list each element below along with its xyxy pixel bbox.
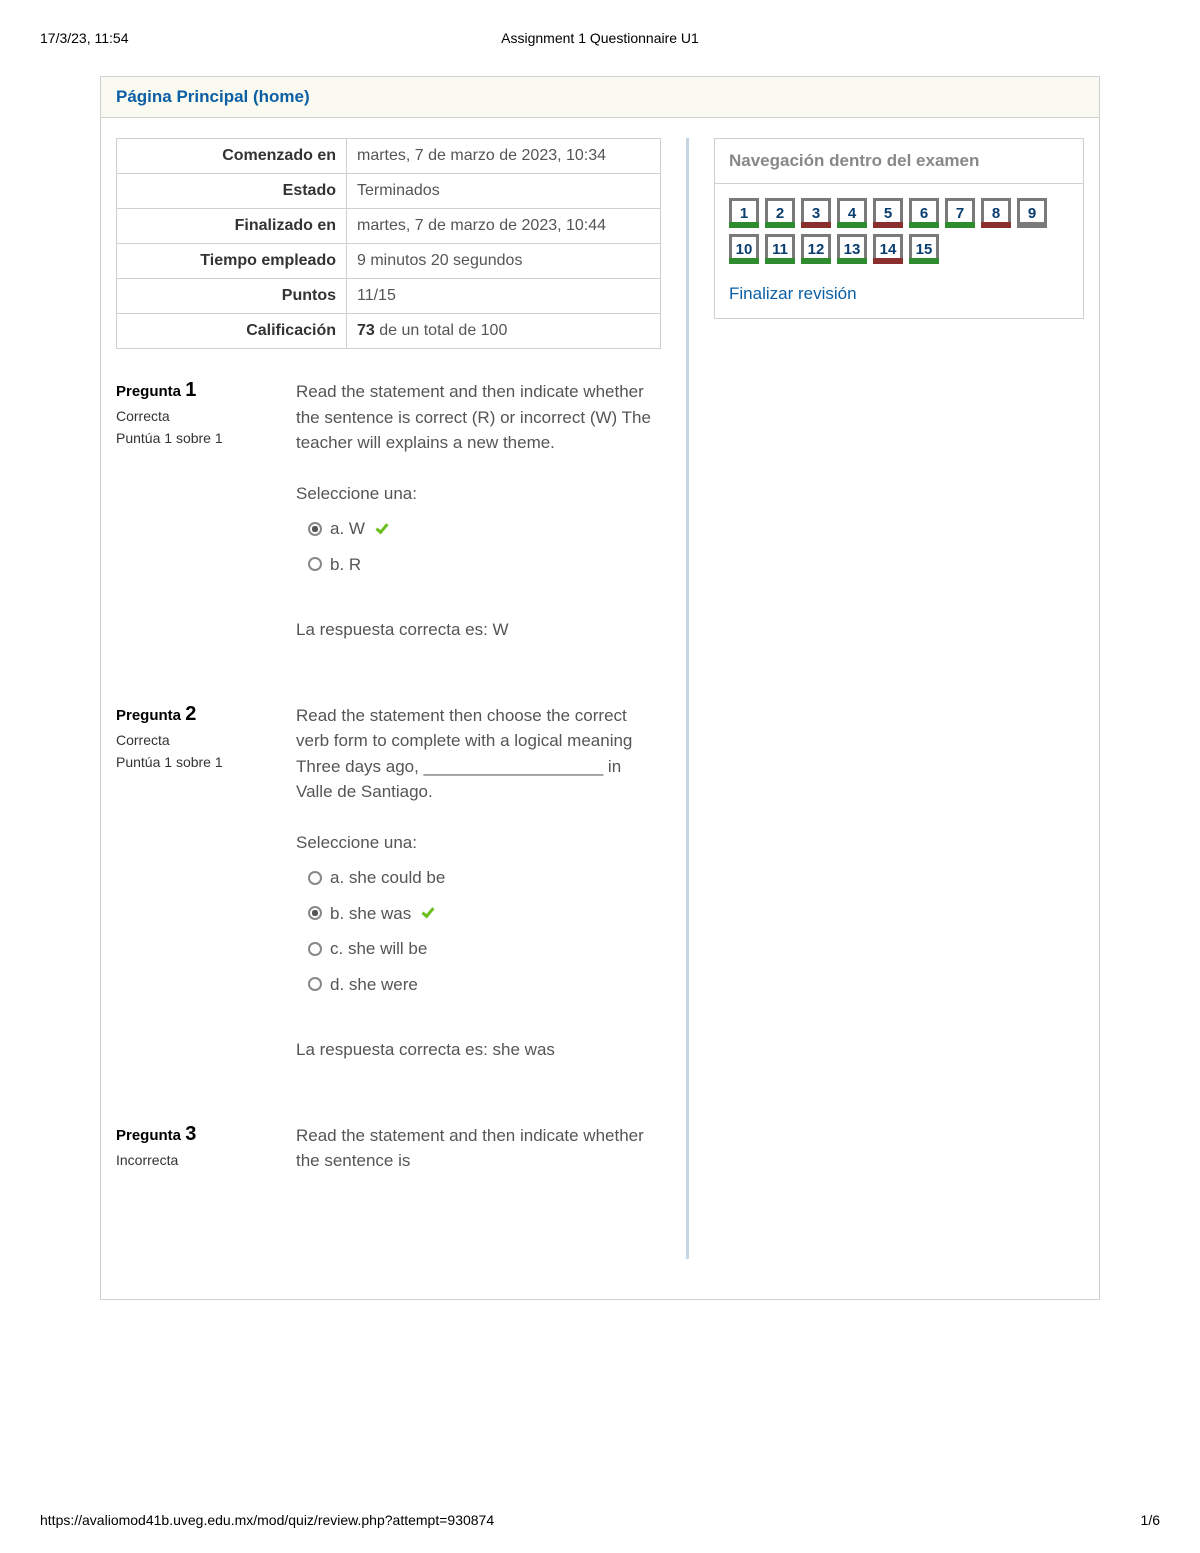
summary-value: martes, 7 de marzo de 2023, 10:44	[347, 209, 661, 244]
nav-question-3[interactable]: 3	[801, 198, 831, 228]
print-footer-page: 1/6	[1141, 1512, 1160, 1528]
check-icon	[373, 522, 391, 536]
radio-icon	[308, 977, 322, 991]
summary-value: Terminados	[347, 174, 661, 209]
vertical-divider	[686, 138, 689, 1259]
summary-label: Calificación	[117, 314, 347, 349]
question-points: Puntúa 1 sobre 1	[116, 754, 276, 770]
answer-option[interactable]: b. she was	[296, 896, 651, 932]
question-body: Read the statement and then indicate whe…	[296, 379, 651, 643]
print-header: 17/3/23, 11:54 Assignment 1 Questionnair…	[40, 30, 1160, 46]
question-status: Correcta	[116, 732, 276, 748]
questions-container: Pregunta 1 Correcta Puntúa 1 sobre 1 Read t…	[116, 379, 661, 1199]
nav-question-9[interactable]: 9	[1017, 198, 1047, 228]
option-label: b. she was	[330, 901, 411, 927]
summary-row: Tiempo empleado9 minutos 20 segundos	[117, 244, 661, 279]
quiz-navigation-panel: Navegación dentro del examen 12345678910…	[714, 138, 1084, 319]
question-text: Read the statement then choose the corre…	[296, 703, 651, 805]
breadcrumb: Página Principal (home)	[101, 77, 1099, 118]
radio-icon	[308, 871, 322, 885]
summary-label: Puntos	[117, 279, 347, 314]
summary-row: EstadoTerminados	[117, 174, 661, 209]
nav-question-4[interactable]: 4	[837, 198, 867, 228]
summary-label: Estado	[117, 174, 347, 209]
answer-option[interactable]: c. she will be	[296, 931, 651, 967]
nav-panel-title: Navegación dentro del examen	[715, 139, 1083, 184]
question-title: Pregunta 1	[116, 379, 276, 402]
nav-grid: 123456789101112131415	[715, 184, 1083, 278]
nav-question-2[interactable]: 2	[765, 198, 795, 228]
side-column: Navegación dentro del examen 12345678910…	[714, 138, 1084, 1259]
summary-value: martes, 7 de marzo de 2023, 10:34	[347, 139, 661, 174]
question-block: Pregunta 2 Correcta Puntúa 1 sobre 1 Read t…	[116, 703, 661, 1063]
nav-question-6[interactable]: 6	[909, 198, 939, 228]
question-body: Read the statement and then indicate whe…	[296, 1123, 651, 1199]
content-wrap: Comenzado enmartes, 7 de marzo de 2023, …	[101, 118, 1099, 1299]
question-info: Pregunta 2 Correcta Puntúa 1 sobre 1	[116, 703, 276, 1063]
summary-table: Comenzado enmartes, 7 de marzo de 2023, …	[116, 138, 661, 349]
nav-question-13[interactable]: 13	[837, 234, 867, 264]
content-box: Página Principal (home) Comenzado enmart…	[100, 76, 1100, 1300]
nav-question-12[interactable]: 12	[801, 234, 831, 264]
summary-label: Comenzado en	[117, 139, 347, 174]
summary-row: Comenzado enmartes, 7 de marzo de 2023, …	[117, 139, 661, 174]
option-label: b. R	[330, 552, 361, 578]
summary-row: Puntos11/15	[117, 279, 661, 314]
print-timestamp: 17/3/23, 11:54	[40, 30, 128, 46]
answer-option[interactable]: d. she were	[296, 967, 651, 1003]
option-label: d. she were	[330, 972, 418, 998]
question-text: Read the statement and then indicate whe…	[296, 1123, 651, 1174]
question-block: Pregunta 1 Correcta Puntúa 1 sobre 1 Read t…	[116, 379, 661, 643]
answer-prompt: Seleccione una:	[296, 830, 651, 856]
summary-row: Calificación73 de un total de 100	[117, 314, 661, 349]
page: 17/3/23, 11:54 Assignment 1 Questionnair…	[0, 0, 1200, 1553]
summary-value: 9 minutos 20 segundos	[347, 244, 661, 279]
summary-row: Finalizado enmartes, 7 de marzo de 2023,…	[117, 209, 661, 244]
question-text: Read the statement and then indicate whe…	[296, 379, 651, 456]
answer-prompt: Seleccione una:	[296, 481, 651, 507]
question-status: Incorrecta	[116, 1152, 276, 1168]
answer-option[interactable]: a. W	[296, 511, 651, 547]
option-label: c. she will be	[330, 936, 427, 962]
radio-icon	[308, 906, 322, 920]
radio-icon	[308, 942, 322, 956]
nav-question-7[interactable]: 7	[945, 198, 975, 228]
question-title: Pregunta 3	[116, 1123, 276, 1146]
feedback-text: La respuesta correcta es: W	[296, 617, 651, 643]
print-footer-url: https://avaliomod41b.uveg.edu.mx/mod/qui…	[40, 1512, 494, 1528]
nav-question-11[interactable]: 11	[765, 234, 795, 264]
print-footer: https://avaliomod41b.uveg.edu.mx/mod/qui…	[40, 1512, 1160, 1528]
nav-question-1[interactable]: 1	[729, 198, 759, 228]
nav-question-10[interactable]: 10	[729, 234, 759, 264]
option-label: a. W	[330, 516, 365, 542]
question-status: Correcta	[116, 408, 276, 424]
question-points: Puntúa 1 sobre 1	[116, 430, 276, 446]
summary-value: 11/15	[347, 279, 661, 314]
main-column: Comenzado enmartes, 7 de marzo de 2023, …	[116, 138, 661, 1259]
option-label: a. she could be	[330, 865, 445, 891]
summary-label: Tiempo empleado	[117, 244, 347, 279]
question-body: Read the statement then choose the corre…	[296, 703, 651, 1063]
nav-question-14[interactable]: 14	[873, 234, 903, 264]
summary-label: Finalizado en	[117, 209, 347, 244]
radio-icon	[308, 557, 322, 571]
nav-question-8[interactable]: 8	[981, 198, 1011, 228]
answer-option[interactable]: b. R	[296, 547, 651, 583]
question-info: Pregunta 1 Correcta Puntúa 1 sobre 1	[116, 379, 276, 643]
answer-option[interactable]: a. she could be	[296, 860, 651, 896]
breadcrumb-home-link[interactable]: Página Principal (home)	[116, 87, 310, 106]
finish-review-link[interactable]: Finalizar revisión	[715, 278, 1083, 318]
summary-value: 73 de un total de 100	[347, 314, 661, 349]
radio-icon	[308, 522, 322, 536]
question-block: Pregunta 3 Incorrecta Read the statement a…	[116, 1123, 661, 1199]
question-title: Pregunta 2	[116, 703, 276, 726]
print-title: Assignment 1 Questionnaire U1	[501, 30, 699, 46]
nav-question-15[interactable]: 15	[909, 234, 939, 264]
nav-question-5[interactable]: 5	[873, 198, 903, 228]
question-info: Pregunta 3 Incorrecta	[116, 1123, 276, 1199]
check-icon	[419, 906, 437, 920]
feedback-text: La respuesta correcta es: she was	[296, 1037, 651, 1063]
